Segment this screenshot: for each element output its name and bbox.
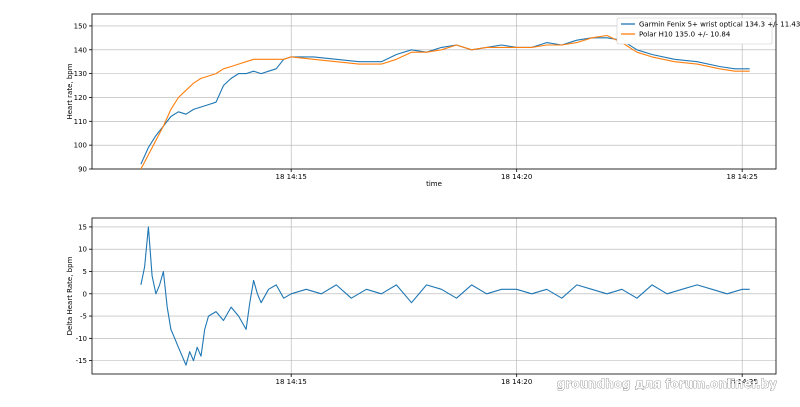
x-tick-label: 18 14:15 <box>276 173 307 181</box>
legend-box <box>616 17 773 45</box>
y-tick-label: 100 <box>74 142 87 150</box>
x-tick-label: 18 14:20 <box>501 173 532 181</box>
y-tick-label: 10 <box>78 246 87 254</box>
y-tick-label: -10 <box>76 335 87 343</box>
y-tick-label: 140 <box>74 46 87 54</box>
x-tick-label: 18 14:20 <box>501 378 532 386</box>
y-tick-label: 150 <box>74 22 87 30</box>
y-tick-label: -15 <box>76 357 87 365</box>
y-axis-label: Heart rate, bpm <box>66 63 74 119</box>
y-tick-label: 90 <box>78 166 87 174</box>
plot-frame <box>91 13 777 170</box>
heart-rate-chart: 90 100 110 120 130 140 150 18 14:15 18 14:20 18 1… <box>66 13 800 188</box>
y-tick-label: 15 <box>78 223 87 231</box>
y-tick-label: 5 <box>83 268 87 276</box>
y-tick-label: -5 <box>80 313 87 321</box>
watermark-text: groundhog для forum.onliner.by <box>557 377 777 391</box>
y-tick-label: 120 <box>74 94 87 102</box>
x-tick-label: 18 14:25 <box>727 173 758 181</box>
y-tick-label: 0 <box>83 290 87 298</box>
y-tick-label: 130 <box>74 70 87 78</box>
legend-entry: Garmin Fenix 5+ wrist optical 134.3 +/- … <box>639 21 800 29</box>
x-tick-label: 18 14:15 <box>276 378 307 386</box>
y-axis-label: Delta Heart Rate, bpm <box>66 256 74 335</box>
x-axis-label: time <box>426 180 442 188</box>
x-tick-label: 18 14:25 <box>727 378 758 386</box>
y-tick-label: 110 <box>74 118 87 126</box>
legend-entry: Polar H10 135.0 +/- 10.84 <box>639 31 731 39</box>
series-line-0 <box>140 226 750 366</box>
delta-heart-rate-chart: -15 -10 -5 0 5 10 15 18 14:15 18 14:20 18 14:25 De… <box>66 217 777 386</box>
plot-frame <box>91 217 777 375</box>
